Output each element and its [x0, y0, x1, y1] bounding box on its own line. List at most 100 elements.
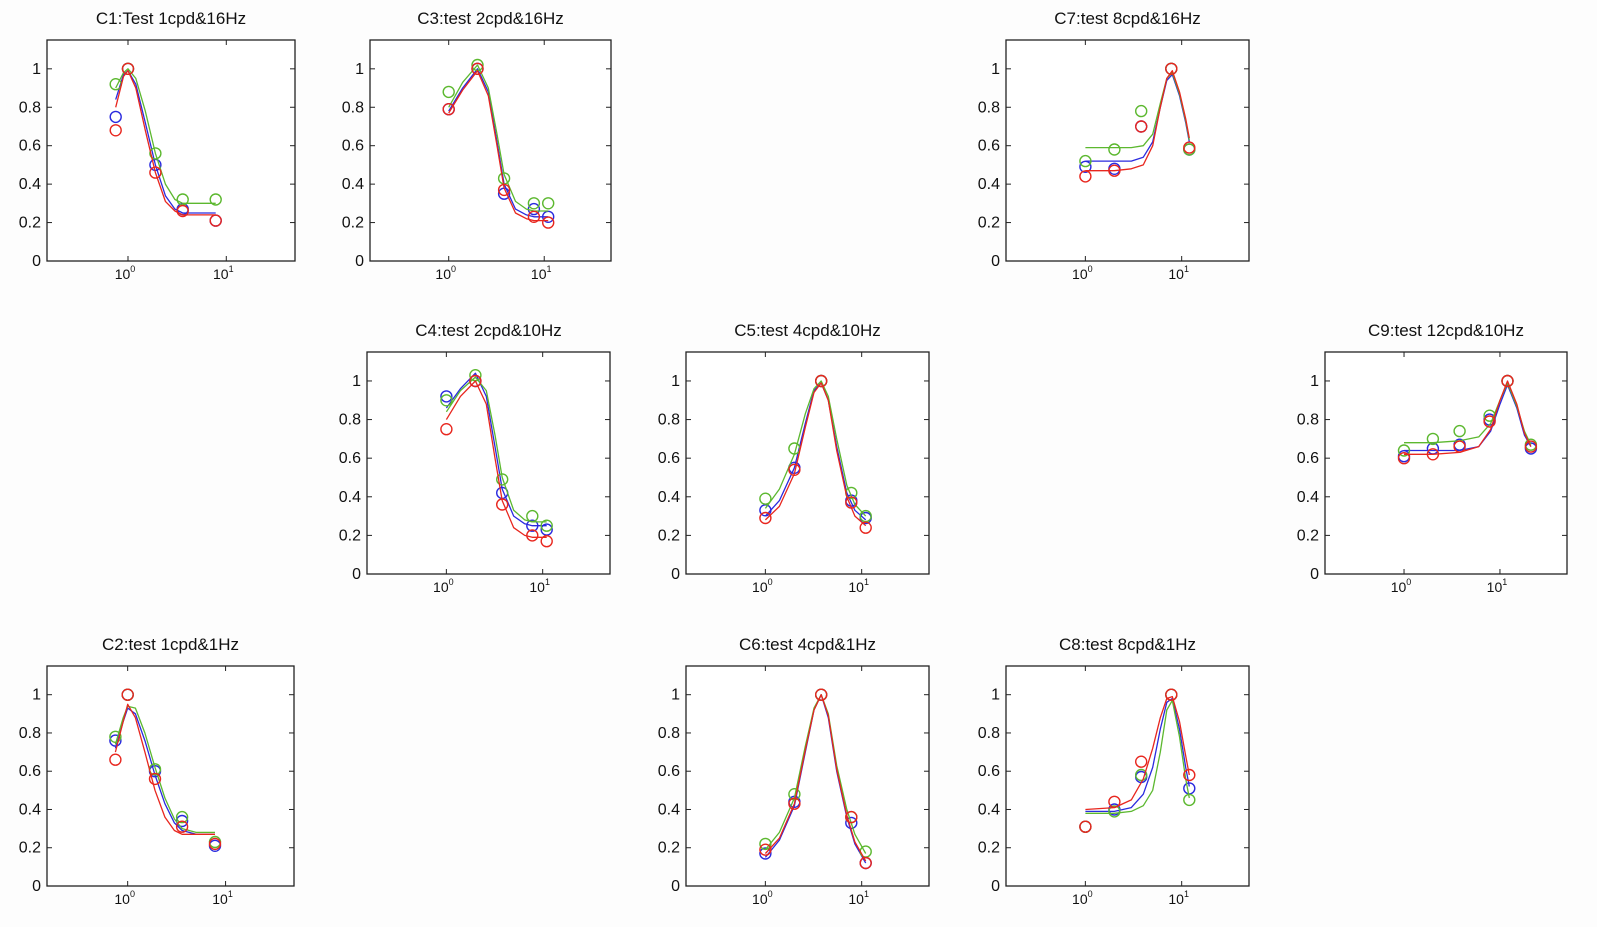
data-point-series-3	[527, 210, 541, 224]
y-tick-label: 0.4	[19, 176, 41, 193]
x-tick-label: 101	[213, 264, 234, 282]
x-tick-base: 10	[213, 266, 229, 282]
y-tick-label: 0.2	[342, 215, 364, 232]
x-tick-label: 101	[1168, 264, 1189, 282]
data-point-series-3	[859, 521, 872, 534]
x-tick-label: 100	[435, 264, 456, 282]
y-tick-label: 0	[1310, 566, 1319, 583]
plot-frame	[366, 351, 611, 575]
x-tick-exponent: 0	[1088, 264, 1093, 274]
plot-frame	[46, 665, 295, 887]
data-point-series-3	[540, 535, 553, 548]
data-point-series-1	[759, 847, 772, 860]
y-tick-label: 1	[671, 687, 680, 704]
data-point-series-3	[859, 856, 872, 870]
plot-frame	[1324, 351, 1568, 575]
y-tick-label: 0.8	[19, 725, 41, 742]
y-tick-label: 0	[352, 566, 361, 583]
x-tick-base: 10	[752, 579, 768, 595]
data-point-series-3	[759, 843, 772, 856]
x-tick-base: 10	[529, 579, 545, 595]
y-tick-label: 0.2	[978, 840, 1000, 857]
y-tick-label: 0.4	[342, 176, 364, 193]
x-tick-exponent: 0	[449, 577, 454, 587]
x-tick-exponent: 1	[545, 577, 550, 587]
y-tick-label: 0.4	[19, 801, 41, 818]
data-point-series-2	[1183, 793, 1196, 807]
data-point-series-2	[1134, 768, 1148, 782]
y-tick-label: 0.8	[658, 725, 680, 742]
x-tick-exponent: 1	[547, 264, 552, 274]
x-tick-base: 10	[1168, 891, 1184, 907]
data-point-series-3	[1524, 440, 1538, 453]
y-tick-label: 0.2	[978, 215, 1000, 232]
chart-title: C7:test 8cpd&16Hz	[1054, 9, 1200, 28]
data-point-series-3	[1165, 62, 1178, 76]
y-tick-label: 0.2	[339, 527, 361, 544]
fit-line-series-3	[1085, 70, 1190, 172]
data-point-series-3	[109, 124, 122, 137]
data-point-series-1	[109, 110, 122, 124]
x-tick-exponent: 1	[864, 577, 869, 587]
x-tick-exponent: 0	[451, 264, 456, 274]
y-tick-label: 0.4	[978, 176, 1000, 193]
plot-frame	[46, 39, 296, 262]
y-tick-label: 0.8	[978, 99, 1000, 116]
y-tick-label: 0.6	[19, 763, 41, 780]
data-point-series-3	[815, 374, 828, 388]
data-point-series-3	[845, 810, 858, 824]
y-tick-label: 0.2	[19, 840, 41, 857]
y-tick-label: 0.4	[658, 489, 680, 506]
x-tick-label: 101	[1168, 889, 1189, 907]
data-point-series-2	[1426, 432, 1440, 446]
y-tick-label: 0.4	[978, 801, 1000, 818]
y-tick-label: 0.8	[339, 412, 361, 429]
fit-line-series-3	[764, 382, 867, 527]
x-tick-label: 100	[114, 889, 135, 907]
fit-line-series-2	[764, 380, 867, 517]
x-tick-label: 100	[1391, 577, 1412, 595]
y-tick-label: 1	[355, 61, 364, 78]
data-point-series-3	[496, 498, 509, 511]
chart-title: C8:test 8cpd&1Hz	[1059, 635, 1196, 654]
fit-line-series-3	[448, 70, 549, 222]
x-tick-label: 100	[752, 577, 773, 595]
data-point-series-2	[109, 730, 122, 743]
data-point-series-3	[442, 102, 455, 116]
fit-line-series-3	[114, 703, 215, 835]
data-point-series-3	[1183, 141, 1196, 154]
data-point-series-3	[815, 688, 828, 701]
plot-frame	[1005, 39, 1250, 262]
data-point-series-2	[442, 85, 455, 99]
y-tick-label: 0.8	[1297, 412, 1319, 429]
data-point-series-2	[527, 197, 541, 210]
x-tick-exponent: 1	[228, 889, 233, 899]
x-tick-exponent: 0	[130, 264, 135, 274]
y-tick-label: 0.8	[658, 412, 680, 429]
y-tick-label: 0.8	[978, 725, 1000, 742]
data-point-series-2	[1134, 104, 1148, 118]
y-tick-label: 0	[991, 253, 1000, 270]
data-point-series-2	[759, 492, 772, 505]
data-point-series-3	[149, 166, 162, 179]
x-tick-base: 10	[1487, 579, 1503, 595]
data-point-series-3	[1079, 820, 1092, 833]
data-point-series-3	[759, 511, 772, 525]
data-point-series-3	[1134, 755, 1148, 768]
plot-frame	[369, 39, 612, 262]
x-tick-exponent: 0	[130, 889, 135, 899]
y-tick-label: 0.6	[339, 450, 361, 467]
data-point-series-2	[496, 473, 509, 486]
y-tick-label: 1	[1310, 373, 1319, 390]
data-point-series-3	[1453, 440, 1466, 453]
x-tick-base: 10	[848, 579, 864, 595]
data-point-series-3	[526, 529, 539, 542]
data-point-series-2	[526, 509, 539, 523]
data-point-series-3	[175, 820, 189, 833]
